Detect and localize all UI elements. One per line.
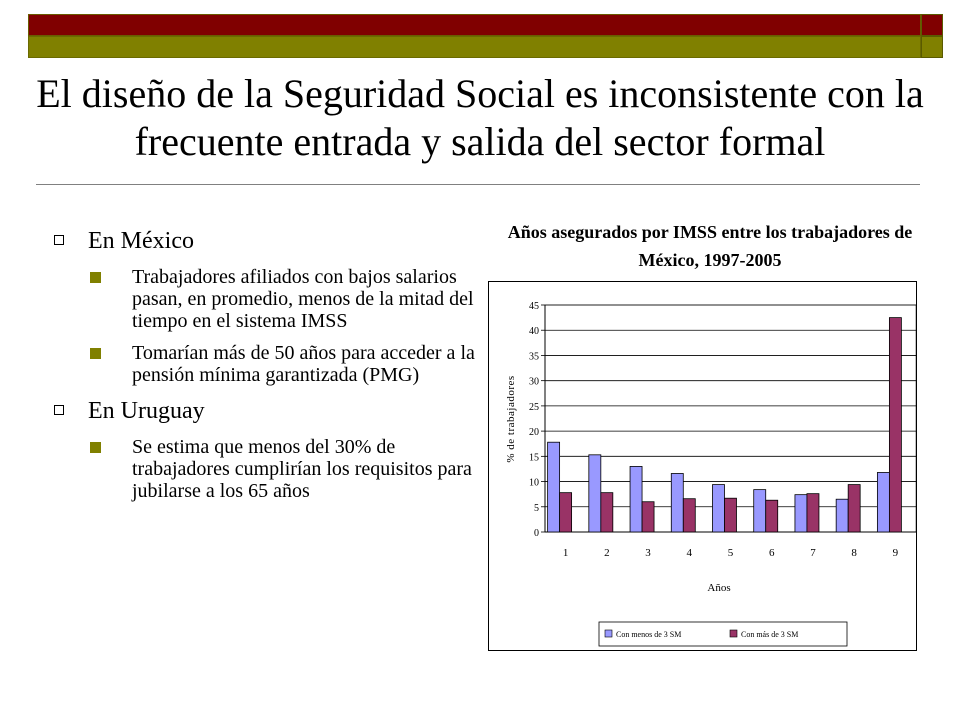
hollow-square-bullet-icon [54,405,64,415]
legend-label: Con más de 3 SM [741,630,798,639]
y-tick-label: 40 [529,326,539,337]
sub-bullet: Tomarían más de 50 años para acceder a l… [40,342,480,386]
bar [629,466,643,533]
x-tick-label: 8 [851,547,857,559]
sub-bullet: Trabajadores afiliados con bajos salario… [40,266,480,332]
bar [588,454,602,533]
sub-bullet-text: Trabajadores afiliados con bajos salario… [132,266,474,332]
bar [682,498,696,533]
chart-frame: 0 5 10 15 20 25 30 35 40 45 1 2 3 4 5 6 7 8 9 Años% de trab… [488,281,917,651]
x-tick-label: 5 [728,547,734,559]
bullet-mexico: En México [40,226,480,256]
bullet-list: En México Trabajadores afiliados con baj… [40,226,480,512]
sub-bullet-text: Se estima que menos del 30% de trabajado… [132,436,472,502]
bar [641,501,655,533]
legend-box [598,621,848,647]
slide-title: El diseño de la Seguridad Social es inco… [36,71,924,164]
x-tick-label: 6 [769,547,775,559]
y-tick-label: 45 [529,301,539,312]
x-tick-label: 3 [645,547,651,559]
legend-swatch [729,629,738,638]
y-tick-label: 25 [529,402,539,413]
square-bullet-icon [90,442,101,453]
x-tick-label: 4 [687,547,693,559]
bar [794,494,808,533]
legend-swatch [604,629,613,638]
sub-bullet: Se estima que menos del 30% de trabajado… [40,436,480,502]
bar [847,484,861,533]
y-tick-label: 15 [529,452,539,463]
legend-label: Con menos de 3 SM [616,630,681,639]
title-divider [36,184,920,185]
hollow-square-bullet-icon [54,235,64,245]
corner-square-olive [921,36,943,58]
bar [876,472,890,533]
header-bar-red [28,14,921,36]
bullet-text: En Uruguay [88,398,205,424]
header-bar-olive [28,36,921,58]
bar [765,499,779,533]
square-bullet-icon [90,348,101,359]
bar [806,493,820,533]
corner-square-red [921,14,943,36]
bar [600,492,614,533]
bullet-text: En México [88,228,194,254]
square-bullet-icon [90,272,101,283]
x-tick-label: 9 [893,547,899,559]
x-tick-label: 1 [563,547,569,559]
bar [712,484,725,533]
y-tick-label: 10 [529,478,539,489]
bar [559,492,573,533]
bar [888,317,902,533]
sub-bullet-text: Tomarían más de 50 años para acceder a l… [132,342,475,386]
y-tick-label: 20 [529,427,539,438]
bar [753,489,767,533]
bullet-uruguay: En Uruguay [40,396,480,426]
x-tick-label: 7 [810,547,816,559]
bar [547,441,561,533]
y-tick-label: 35 [529,351,539,362]
x-tick-label: 2 [604,547,610,559]
x-axis-label: Años [707,582,730,594]
bar [835,498,849,533]
y-tick-label: 0 [534,528,539,539]
y-tick-label: 5 [534,503,539,514]
bar [724,497,737,533]
y-tick-label: 30 [529,377,539,388]
y-axis-label: % de trabajadores [505,375,517,462]
bar [670,473,684,533]
chart-title: Años asegurados por IMSS entre los traba… [507,222,913,270]
